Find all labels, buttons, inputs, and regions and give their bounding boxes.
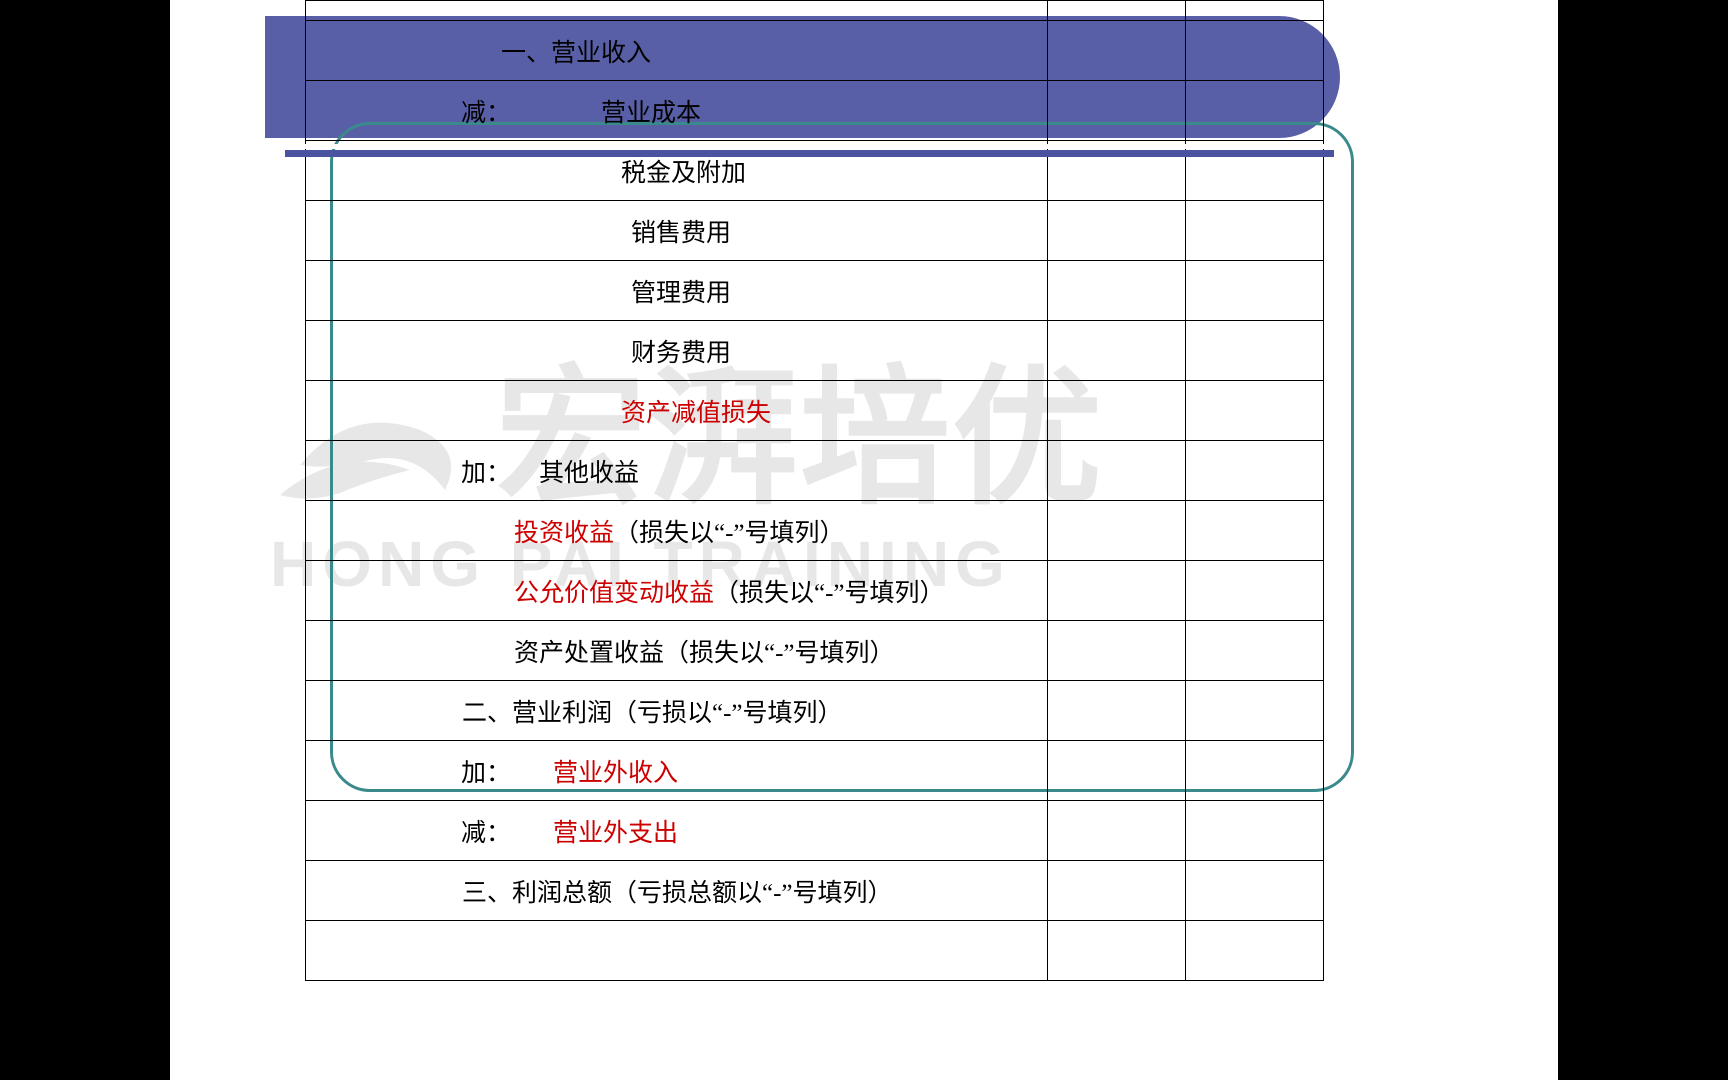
table-cell	[1048, 321, 1186, 381]
table-row	[306, 1, 1324, 21]
table-cell	[1186, 1, 1324, 21]
table-row: 投资收益（损失以“-”号填列）	[306, 501, 1324, 561]
table-row: 二、营业利润（亏损以“-”号填列）	[306, 681, 1324, 741]
row-label-segment: 营业外收入	[553, 753, 678, 789]
row-label-segment: 营业成本	[601, 93, 701, 129]
table-cell	[1048, 1, 1186, 21]
row-label-segment: （损失以“-”号填列）	[614, 513, 845, 549]
row-label-segment: 减：	[461, 93, 511, 129]
table-row: 三、利润总额（亏损总额以“-”号填列）	[306, 861, 1324, 921]
table-cell	[1048, 81, 1186, 141]
row-label-segment: 资产处置收益（损失以“-”号填列）	[514, 633, 895, 669]
table-cell	[1048, 501, 1186, 561]
table-row: 资产处置收益（损失以“-”号填列）	[306, 621, 1324, 681]
row-label-cell: 投资收益（损失以“-”号填列）	[306, 501, 1048, 561]
table-cell	[1186, 501, 1324, 561]
table-cell	[1048, 621, 1186, 681]
table-cell	[1048, 741, 1186, 801]
row-label-segment: （损失以“-”号填列）	[714, 573, 945, 609]
table-cell	[1186, 741, 1324, 801]
row-label-cell: 减： 营业成本	[306, 81, 1048, 141]
row-label-cell: 加： 其他收益	[306, 441, 1048, 501]
table-cell	[1186, 921, 1324, 981]
blue-underline	[285, 150, 1334, 157]
table-cell	[1048, 801, 1186, 861]
row-label-segment: 二、营业利润（亏损以“-”号填列）	[462, 693, 843, 729]
row-label-segment: 营业外支出	[553, 813, 678, 849]
row-label-cell: 公允价值变动收益（损失以“-”号填列）	[306, 561, 1048, 621]
table-row: 一、营业收入	[306, 21, 1324, 81]
row-label-cell: 财务费用	[306, 321, 1048, 381]
row-label-segment: 税金及附加	[621, 153, 746, 189]
table-row: 加： 其他收益	[306, 441, 1324, 501]
table-cell	[1186, 621, 1324, 681]
table-row: 销售费用	[306, 201, 1324, 261]
white-underline	[285, 144, 1334, 149]
table-row: 财务费用	[306, 321, 1324, 381]
table-row: 减： 营业外支出	[306, 801, 1324, 861]
row-label-segment: 一、营业收入	[501, 33, 651, 69]
table-cell	[1186, 561, 1324, 621]
row-label-cell: 加： 营业外收入	[306, 741, 1048, 801]
table-cell	[1048, 261, 1186, 321]
row-label-cell: 资产减值损失	[306, 381, 1048, 441]
row-label-segment: 三、利润总额（亏损总额以“-”号填列）	[462, 873, 893, 909]
row-label-cell: 三、利润总额（亏损总额以“-”号填列）	[306, 861, 1048, 921]
table-row: 公允价值变动收益（损失以“-”号填列）	[306, 561, 1324, 621]
table-cell	[1048, 201, 1186, 261]
row-label-cell: 二、营业利润（亏损以“-”号填列）	[306, 681, 1048, 741]
row-label-segment: 销售费用	[631, 213, 731, 249]
table-cell	[1186, 441, 1324, 501]
table-cell	[1048, 21, 1186, 81]
row-label-cell: 销售费用	[306, 201, 1048, 261]
table-row	[306, 921, 1324, 981]
table-cell	[1186, 21, 1324, 81]
table-cell	[306, 921, 1048, 981]
row-label-cell: 资产处置收益（损失以“-”号填列）	[306, 621, 1048, 681]
table-cell	[1048, 561, 1186, 621]
page: 宏湃培优 HONG PAI TRAINING 一、营业收入减：营业成本税金及附加…	[170, 0, 1558, 1080]
table-cell	[1186, 681, 1324, 741]
row-label-cell: 一、营业收入	[306, 21, 1048, 81]
table-cell	[1048, 381, 1186, 441]
table-cell	[1186, 801, 1324, 861]
table-row: 资产减值损失	[306, 381, 1324, 441]
table-cell	[1186, 261, 1324, 321]
table-row: 减： 营业成本	[306, 81, 1324, 141]
table-cell	[1186, 381, 1324, 441]
table-cell	[306, 1, 1048, 21]
table-cell	[1186, 861, 1324, 921]
table-cell	[1048, 921, 1186, 981]
table-cell	[1048, 861, 1186, 921]
row-label-cell: 管理费用	[306, 261, 1048, 321]
row-label-segment: 财务费用	[631, 333, 731, 369]
table-cell	[1048, 681, 1186, 741]
row-label-segment: 加：	[461, 753, 511, 789]
table-row: 管理费用	[306, 261, 1324, 321]
table-cell	[1186, 81, 1324, 141]
row-label-segment: 公允价值变动收益	[514, 573, 714, 609]
table-cell	[1048, 441, 1186, 501]
row-label-segment: 其他收益	[539, 453, 639, 489]
row-label-segment: 加：	[461, 453, 511, 489]
row-label-segment: 管理费用	[631, 273, 731, 309]
row-label-segment: 资产减值损失	[621, 393, 771, 429]
row-label-segment: 减：	[461, 813, 511, 849]
row-label-segment: 投资收益	[514, 513, 614, 549]
row-label-cell: 减： 营业外支出	[306, 801, 1048, 861]
table-cell	[1186, 321, 1324, 381]
table-cell	[1186, 201, 1324, 261]
table-row: 加： 营业外收入	[306, 741, 1324, 801]
